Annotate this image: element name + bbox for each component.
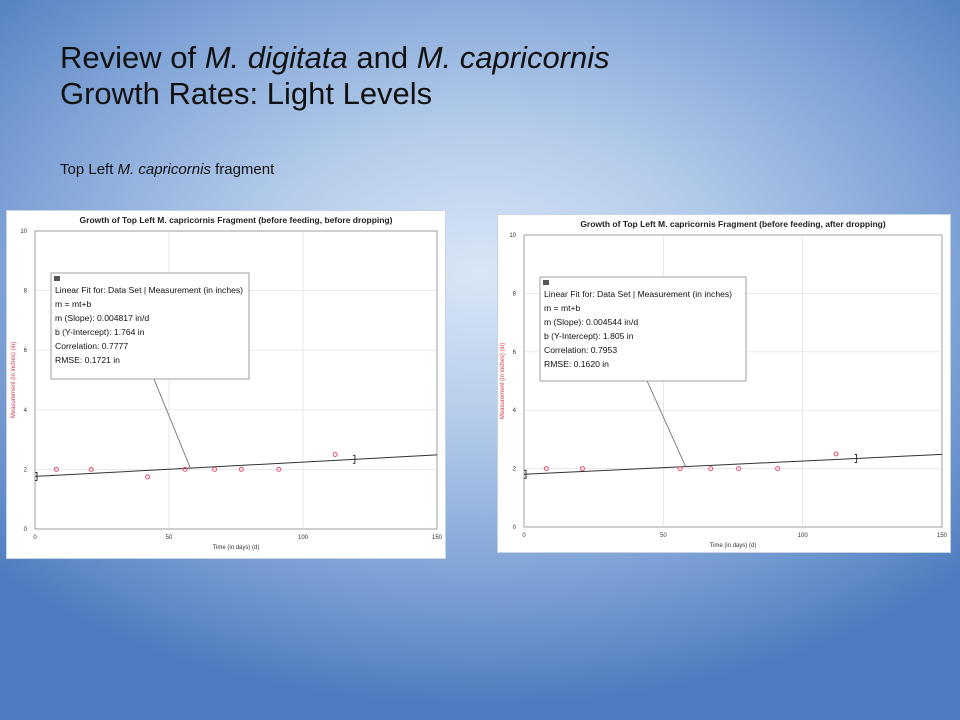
y-tick-label: 2 bbox=[513, 467, 517, 473]
data-point bbox=[53, 466, 59, 472]
callout-line: RMSE: 0.1620 in bbox=[544, 359, 609, 369]
callout-line: b (Y-Intercept): 1.805 in bbox=[544, 331, 634, 341]
y-axis-label: Measurement (in inches) (in) bbox=[500, 343, 506, 419]
x-tick-label: 150 bbox=[432, 535, 443, 541]
y-tick-label: 10 bbox=[509, 233, 516, 239]
linear-fit-callout bbox=[50, 272, 250, 380]
data-point bbox=[543, 466, 549, 472]
data-point bbox=[332, 452, 338, 457]
y-axis-label: Measurement (in inches) (in) bbox=[11, 342, 17, 418]
x-tick-label: 100 bbox=[798, 533, 809, 539]
subtitle-part: M. capricornis bbox=[117, 161, 211, 178]
linear-fit-line bbox=[523, 453, 943, 475]
callout-line: Correlation: 0.7777 bbox=[55, 341, 128, 351]
data-point bbox=[833, 451, 839, 457]
data-point bbox=[276, 466, 282, 472]
y-tick-label: 0 bbox=[513, 525, 517, 531]
fit-range-bracket bbox=[854, 454, 858, 463]
fit-info-icon bbox=[543, 280, 549, 285]
chart-panel-left: Growth of Top Left M. capricornis Fragme… bbox=[6, 210, 446, 559]
slide-title-line-2: Growth Rates: Light Levels bbox=[60, 76, 433, 111]
data-point bbox=[708, 466, 714, 472]
y-tick-label: 0 bbox=[24, 527, 28, 533]
slide-title-line-1: Review of M. digitata and M. capricornis bbox=[60, 40, 610, 75]
callout-line: Correlation: 0.7953 bbox=[544, 345, 617, 355]
callout-pointer-line bbox=[153, 378, 191, 469]
y-tick-label: 2 bbox=[24, 467, 28, 473]
fit-info-icon bbox=[54, 276, 60, 281]
y-tick-label: 4 bbox=[513, 408, 517, 414]
callout-line: m (Slope): 0.004817 in/d bbox=[55, 313, 149, 323]
chart-panel-right: Growth of Top Left M. capricornis Fragme… bbox=[497, 214, 951, 553]
data-point bbox=[775, 466, 781, 472]
x-axis-label: Time (in days) (d) bbox=[213, 545, 260, 551]
subtitle-part: Top Left bbox=[60, 161, 118, 178]
x-axis-label: Time (in days) (d) bbox=[710, 543, 757, 549]
subtitle-part: fragment bbox=[210, 161, 275, 178]
title-part: M. capricornis bbox=[416, 40, 610, 75]
data-point bbox=[212, 466, 218, 472]
data-point bbox=[88, 466, 94, 472]
y-tick-label: 4 bbox=[24, 408, 28, 414]
chart-title: Growth of Top Left M. capricornis Fragme… bbox=[580, 219, 886, 229]
fit-range-bracket bbox=[524, 469, 527, 479]
growth-chart-before-dropping: Growth of Top Left M. capricornis Fragme… bbox=[11, 215, 443, 551]
growth-chart-after-dropping: Growth of Top Left M. capricornis Fragme… bbox=[500, 219, 948, 549]
x-tick-label: 0 bbox=[522, 533, 526, 539]
callout-line: RMSE: 0.1721 in bbox=[55, 355, 120, 365]
linear-fit-line bbox=[34, 454, 438, 477]
data-point bbox=[238, 466, 244, 472]
chart-title: Growth of Top Left M. capricornis Fragme… bbox=[80, 215, 393, 225]
callout-line: Linear Fit for: Data Set | Measurement (… bbox=[55, 285, 243, 295]
slide-title: Review of M. digitata and M. capricornis… bbox=[60, 40, 920, 112]
data-point bbox=[677, 466, 683, 472]
x-tick-label: 50 bbox=[166, 535, 173, 541]
callout-line: Linear Fit for: Data Set | Measurement (… bbox=[544, 289, 732, 299]
callout-line: b (Y-Intercept): 1.764 in bbox=[55, 327, 145, 337]
data-point bbox=[182, 466, 188, 472]
y-tick-label: 6 bbox=[513, 350, 517, 356]
y-tick-label: 10 bbox=[20, 229, 27, 235]
data-point bbox=[145, 474, 151, 480]
slide-subtitle: Top Left M. capricornis fragment bbox=[60, 161, 274, 178]
x-tick-label: 0 bbox=[33, 535, 37, 541]
data-point bbox=[736, 466, 742, 472]
title-part: and bbox=[347, 40, 417, 75]
y-tick-label: 6 bbox=[24, 348, 28, 354]
y-tick-label: 8 bbox=[24, 289, 28, 295]
x-tick-label: 150 bbox=[937, 533, 948, 539]
fit-range-bracket bbox=[352, 454, 356, 464]
callout-line: m = mt+b bbox=[55, 299, 92, 309]
callout-pointer-line bbox=[646, 380, 686, 467]
linear-fit-callout bbox=[539, 276, 747, 382]
x-tick-label: 100 bbox=[298, 535, 309, 541]
fit-range-bracket bbox=[35, 471, 38, 481]
title-part: Review of bbox=[60, 40, 205, 75]
x-tick-label: 50 bbox=[660, 533, 667, 539]
y-tick-label: 8 bbox=[513, 291, 517, 297]
data-point bbox=[580, 466, 586, 472]
callout-line: m (Slope): 0.004544 in/d bbox=[544, 317, 638, 327]
title-part: M. digitata bbox=[204, 40, 348, 75]
callout-line: m = mt+b bbox=[544, 303, 581, 313]
